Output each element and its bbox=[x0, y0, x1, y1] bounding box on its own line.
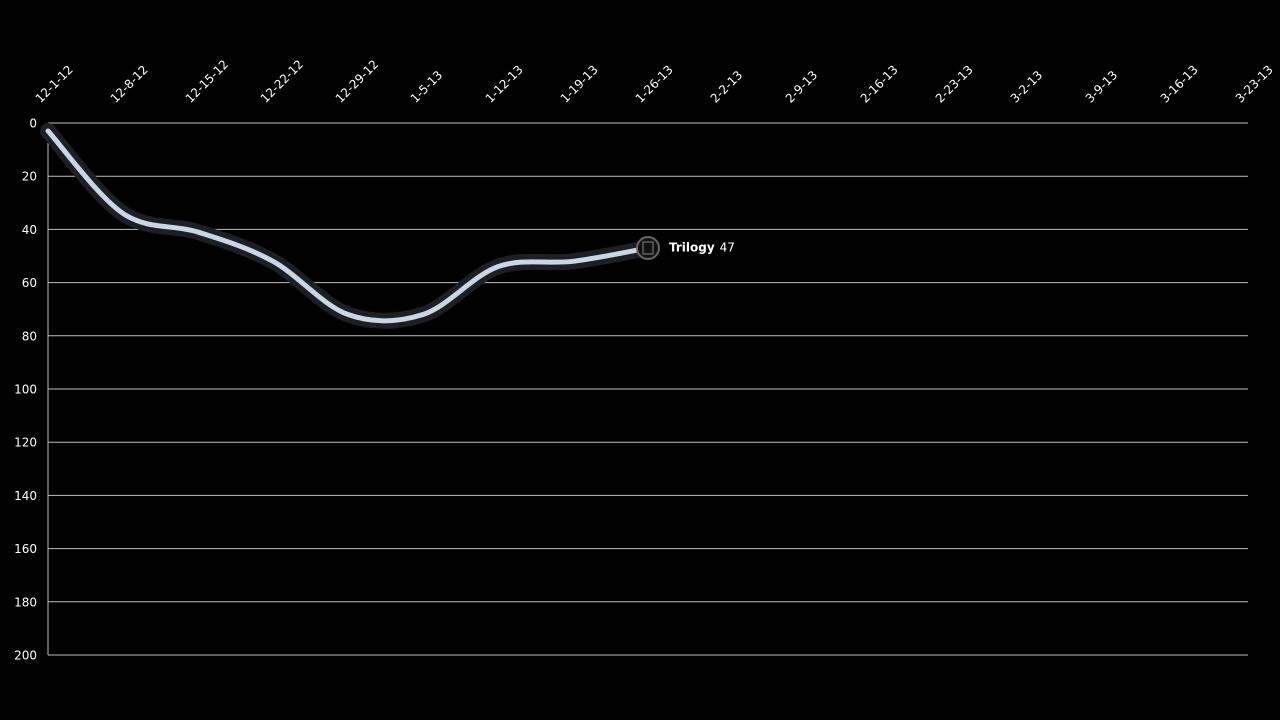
y-tick-label: 40 bbox=[22, 223, 37, 237]
y-tick-label: 20 bbox=[22, 170, 37, 184]
end-icon bbox=[636, 236, 660, 261]
series-label: Trilogy bbox=[669, 241, 715, 255]
y-tick-label: 120 bbox=[14, 436, 37, 450]
y-tick-label: 80 bbox=[22, 329, 37, 343]
y-tick-label: 160 bbox=[14, 542, 37, 556]
y-tick-label: 60 bbox=[22, 276, 37, 290]
value-label: 47 bbox=[720, 241, 735, 255]
y-tick-label: 140 bbox=[14, 489, 37, 503]
line bbox=[45, 128, 651, 324]
y-tick-label: 0 bbox=[29, 117, 37, 131]
y-tick-label: 100 bbox=[14, 383, 37, 397]
y-tick-label: 180 bbox=[14, 595, 37, 609]
end-icon-glyph bbox=[642, 241, 654, 255]
y-tick-label: 200 bbox=[14, 649, 37, 663]
